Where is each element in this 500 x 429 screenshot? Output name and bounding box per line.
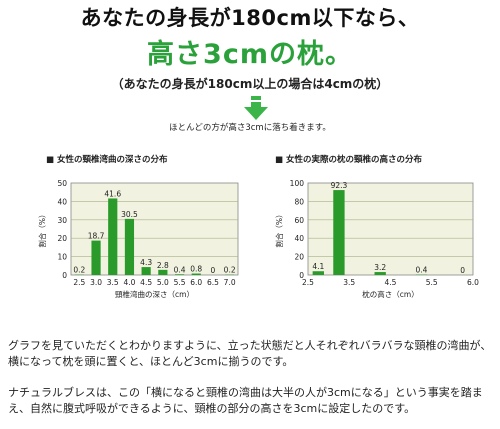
chart-2-bar xyxy=(312,271,324,275)
chart-1-data-label: 18.7 xyxy=(88,232,105,241)
chart-1-xlabel: 頸椎湾曲の深さ（cm） xyxy=(115,289,194,299)
chart-2-xtick-label: 5.5 xyxy=(426,278,438,287)
chart-2-xtick-label: 3.5 xyxy=(343,278,355,287)
chart-1-data-label: 30.5 xyxy=(121,210,138,219)
explanation-paragraph-1: グラフを見ていただくとわかりますように、立った状態だと人それぞれバラバラな頸椎の… xyxy=(8,339,492,368)
chart-2-title: ■ 女性の実際の枕の頸椎の高さの分布 xyxy=(275,155,422,165)
chart-1-xtick-label: 5.0 xyxy=(157,278,169,287)
chart-2-ytick-label: 60 xyxy=(294,216,304,225)
chart-1-data-label: 0.8 xyxy=(190,265,202,274)
chart-1-data-label: 0 xyxy=(211,266,216,275)
chart-1-ytick-label: 0 xyxy=(62,271,67,280)
chart-2-ytick-label: 100 xyxy=(290,179,305,188)
chart-2-xtick-label: 4.5 xyxy=(385,278,397,287)
chart-1-xtick-label: 2.5 xyxy=(73,278,85,287)
chart-1-xtick-label: 6.0 xyxy=(190,278,202,287)
green-down-arrow-icon xyxy=(244,96,268,120)
chart-1-xtick-label: 6.5 xyxy=(207,278,219,287)
chart-1-bar xyxy=(108,198,118,275)
chart-1-data-label: 0.4 xyxy=(174,265,186,274)
chart-1-ylabel: 割合（%） xyxy=(37,210,47,247)
chart-1-xtick-label: 4.0 xyxy=(123,278,135,287)
chart-2-bar xyxy=(374,272,386,275)
chart-2-data-label: 0 xyxy=(460,266,465,275)
chart-2-ylabel: 割合（%） xyxy=(274,210,284,247)
chart-1-bar xyxy=(124,218,135,275)
chart-1-bar xyxy=(191,273,201,275)
chart-2-data-label: 92.3 xyxy=(331,181,348,190)
chart-1-xtick-label: 5.5 xyxy=(174,278,186,287)
chart-1-ytick-label: 10 xyxy=(57,253,67,262)
chart-1-data-label: 0.2 xyxy=(73,266,85,275)
chart-1-data-label: 4.3 xyxy=(140,258,152,267)
chart-2-xtick-label: 6.0 xyxy=(467,278,479,287)
result-note: ほとんどの方が高さ3cmに落ち着きます。 xyxy=(169,123,331,133)
chart-1-ytick-label: 40 xyxy=(57,197,67,206)
chart-1-data-label: 0.2 xyxy=(224,266,236,275)
chart-2-ytick-label: 0 xyxy=(299,271,304,280)
chart-2-bar xyxy=(333,190,345,275)
headline-exception-note: （あなたの身長が180cm以上の場合は4cmの枕） xyxy=(111,77,389,91)
headline-height-condition: あなたの身長が180cm以下なら、 xyxy=(80,6,420,30)
chart-1-bar xyxy=(141,267,151,275)
chart-1-ytick-label: 50 xyxy=(57,179,67,188)
chart-1-data-label: 41.6 xyxy=(104,189,121,198)
chart-1-bar xyxy=(91,240,101,275)
chart-2-ytick-label: 40 xyxy=(294,234,304,243)
chart-1-data-label: 2.8 xyxy=(157,261,169,270)
chart-1-xtick-label: 3.0 xyxy=(90,278,102,287)
chart-1-xtick-label: 3.5 xyxy=(107,278,119,287)
chart-2-data-label: 4.1 xyxy=(312,262,324,271)
chart-2-data-label: 0.4 xyxy=(415,266,427,275)
chart-2-xlabel: 枕の高さ（cm） xyxy=(362,289,418,299)
chart-1-ytick-label: 30 xyxy=(57,216,67,225)
chart-1-bar xyxy=(174,274,185,275)
chart-1-xtick-label: 7.0 xyxy=(224,278,236,287)
explanation-paragraph-2: ナチュラルブレスは、この「横になると頸椎の湾曲は大半の人が3cmになる」という事… xyxy=(8,386,483,415)
chart-2-data-label: 3.2 xyxy=(374,263,386,272)
chart-1-curvature-depth: 0 10 20 30 40 50 割合（%） 0.2 18.7 41.6 30.5 4.3 2.8 0.4… xyxy=(37,179,239,299)
chart-2-ytick-label: 80 xyxy=(294,197,304,206)
chart-2-xtick-label: 2.5 xyxy=(302,278,314,287)
chart-1-xtick-label: 4.5 xyxy=(140,278,152,287)
chart-2-plot-area xyxy=(307,182,474,276)
headline-pillow-height: 高さ3cmの枕。 xyxy=(147,39,353,70)
chart-1-title: ■ 女性の頸椎湾曲の深さの分布 xyxy=(46,155,168,165)
chart-1-ytick-label: 20 xyxy=(57,234,67,243)
chart-2-ytick-label: 20 xyxy=(294,253,304,262)
chart-1-bar xyxy=(158,269,168,275)
